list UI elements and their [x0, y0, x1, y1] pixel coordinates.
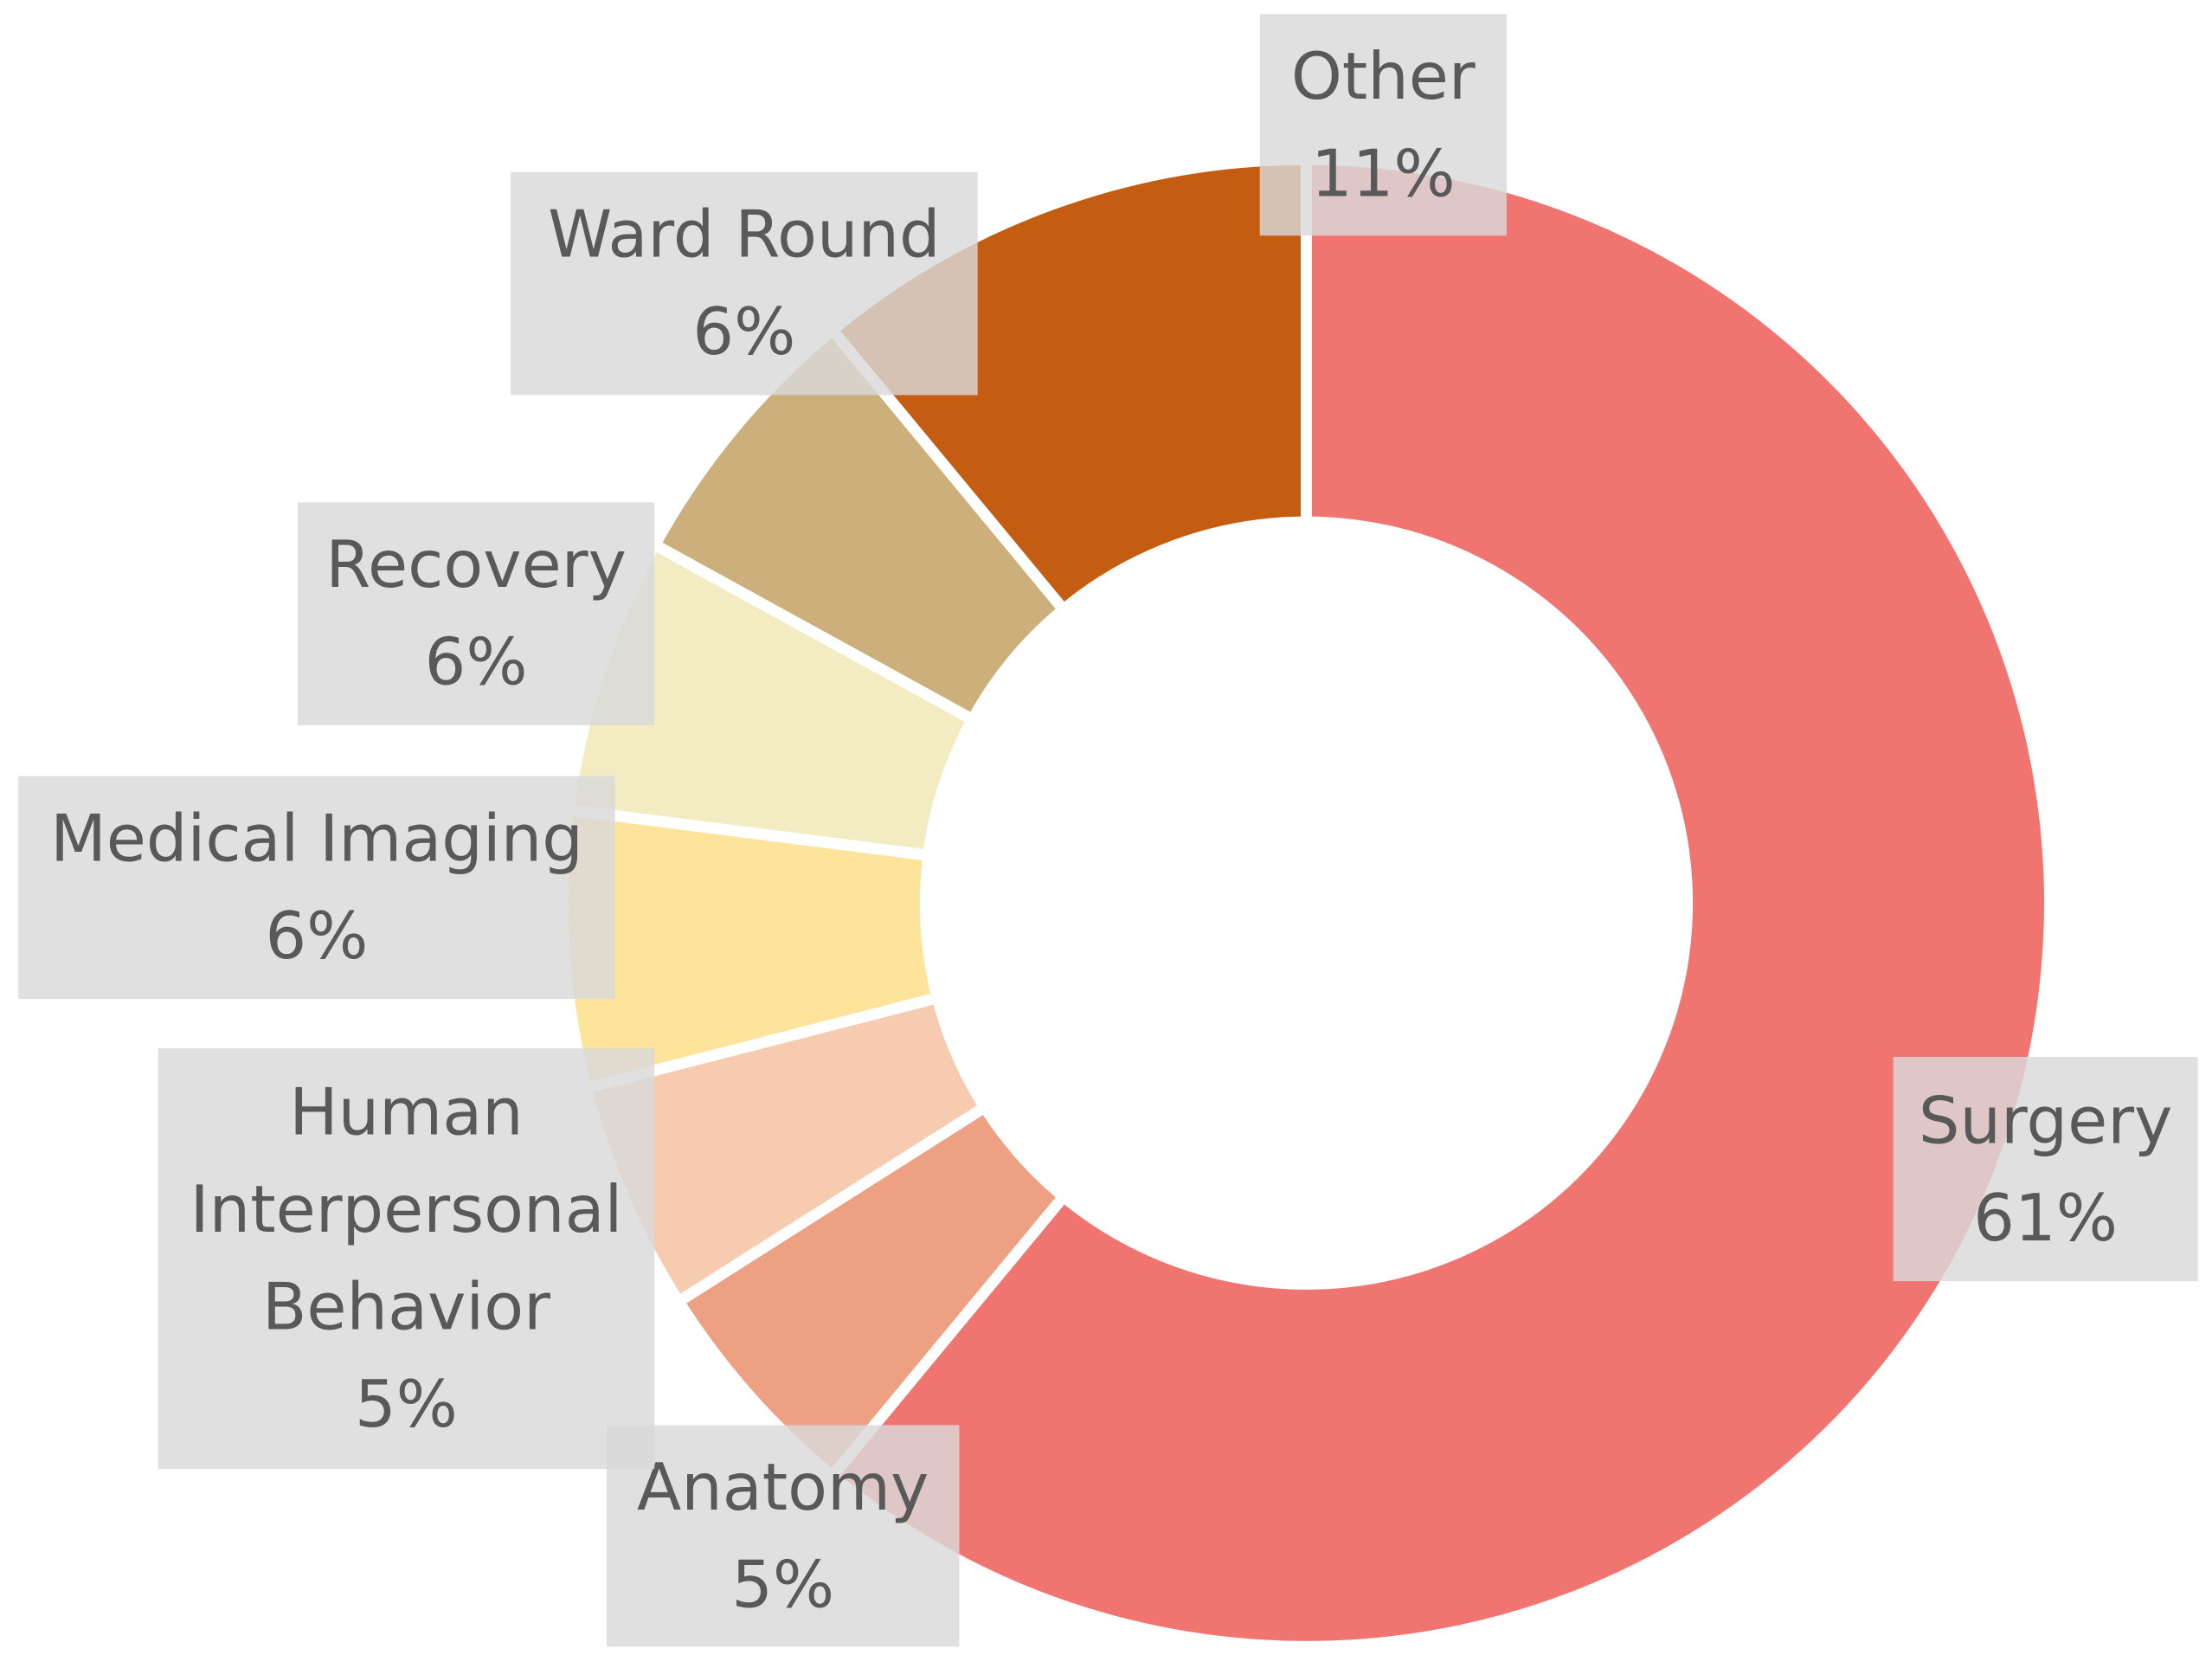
label-value: 11%	[1310, 134, 1456, 211]
label-name: Other	[1290, 37, 1476, 114]
label-value: 5%	[354, 1365, 458, 1442]
label-name: Medical Imaging	[50, 800, 583, 877]
label-value: 6%	[424, 623, 528, 700]
data-label: Human Interpersonal Behavior 5%	[158, 1048, 655, 1469]
label-name: Ward Round	[548, 196, 941, 273]
label-value: 6%	[692, 293, 796, 370]
label-name: Surgery	[1918, 1081, 2173, 1158]
label-name: Human Interpersonal Behavior	[190, 1073, 623, 1345]
data-label: Ward Round 6%	[511, 171, 978, 396]
data-label: Anatomy 5%	[606, 1425, 960, 1647]
data-label: Surgery 61%	[1893, 1056, 2198, 1282]
label-name: Recovery	[325, 526, 627, 603]
donut-slice	[824, 153, 2056, 1652]
data-label: Medical Imaging 6%	[18, 776, 615, 1000]
label-value: 6%	[265, 897, 369, 974]
label-name: Anatomy	[636, 1448, 929, 1525]
data-label: Other 11%	[1259, 14, 1507, 236]
data-label: Recovery 6%	[297, 502, 655, 725]
label-value: 61%	[1973, 1178, 2118, 1255]
label-value: 5%	[731, 1545, 835, 1622]
